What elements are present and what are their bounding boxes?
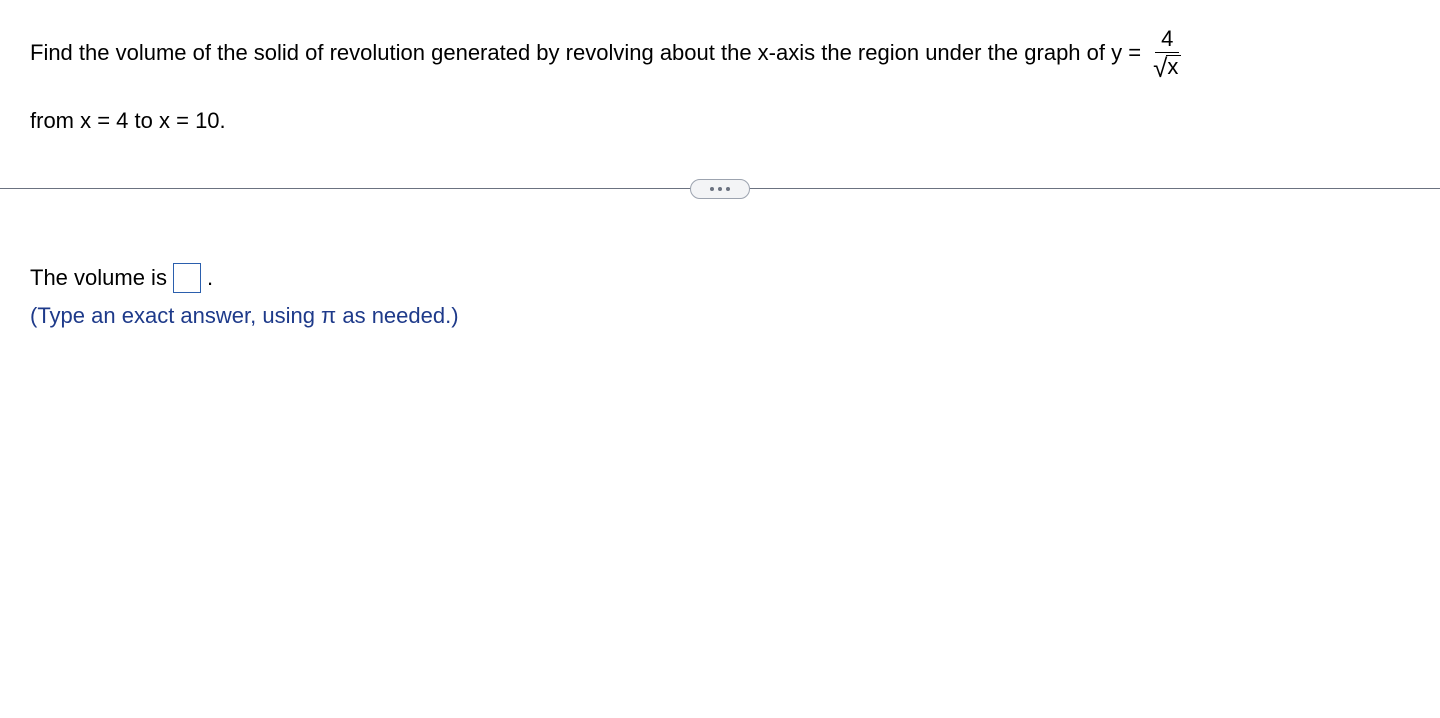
fraction: 4 √ x	[1149, 28, 1185, 78]
denominator: √ x	[1149, 53, 1185, 78]
answer-input[interactable]	[173, 263, 201, 293]
expand-button[interactable]	[690, 179, 750, 199]
numerator: 4	[1155, 28, 1179, 53]
sqrt-sign: √	[1153, 57, 1167, 79]
answer-instruction: (Type an exact answer, using π as needed…	[30, 303, 1410, 329]
sqrt: √ x	[1153, 55, 1181, 78]
sqrt-arg: x	[1166, 55, 1181, 78]
answer-suffix: .	[207, 265, 213, 291]
divider	[0, 175, 1440, 203]
question-area: Find the volume of the solid of revoluti…	[0, 0, 1440, 157]
answer-prefix: The volume is	[30, 265, 167, 291]
question-line2: from x = 4 to x = 10.	[30, 106, 1410, 137]
ellipsis-icon	[710, 187, 730, 191]
question-text-before: Find the volume of the solid of revoluti…	[30, 38, 1141, 69]
question-line1: Find the volume of the solid of revoluti…	[30, 28, 1410, 78]
answer-area: The volume is . (Type an exact answer, u…	[0, 203, 1440, 349]
answer-line1: The volume is .	[30, 263, 1410, 293]
